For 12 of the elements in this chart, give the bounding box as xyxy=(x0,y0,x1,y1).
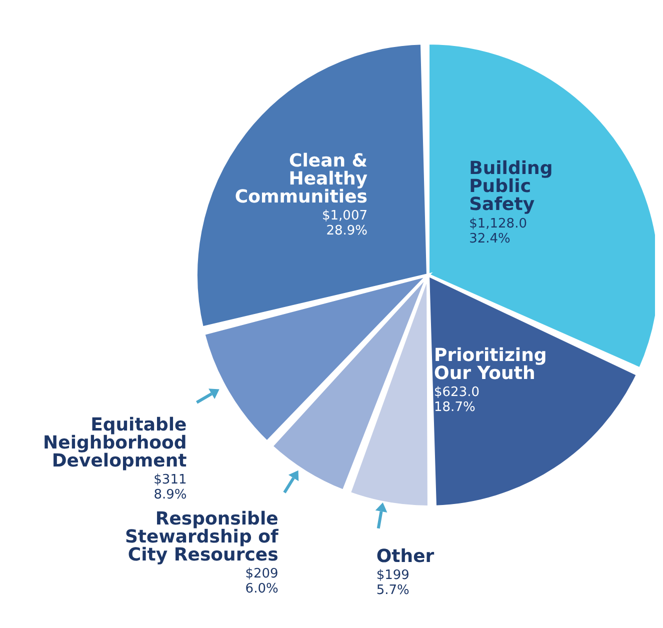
slice-label: Building Public Safety xyxy=(469,158,553,216)
data-label: $311 8.9% xyxy=(154,472,187,502)
slice-label: Responsible Stewardship of City Resources xyxy=(124,508,278,566)
slice-label: Clean & Healthy Communities xyxy=(234,150,368,208)
slice-label: Prioritizing Our Youth xyxy=(434,344,547,384)
data-label: $1,007 28.9% xyxy=(322,208,368,238)
slice-label: Equitable Neighborhood Development xyxy=(43,414,188,472)
data-label: $1,128.0 32.4% xyxy=(469,216,527,246)
data-label: $199 5.7% xyxy=(376,568,410,598)
slice-label: Other xyxy=(376,546,434,567)
data-label: $209 6.0% xyxy=(245,566,278,597)
data-label: $623.0 18.7% xyxy=(434,385,480,416)
